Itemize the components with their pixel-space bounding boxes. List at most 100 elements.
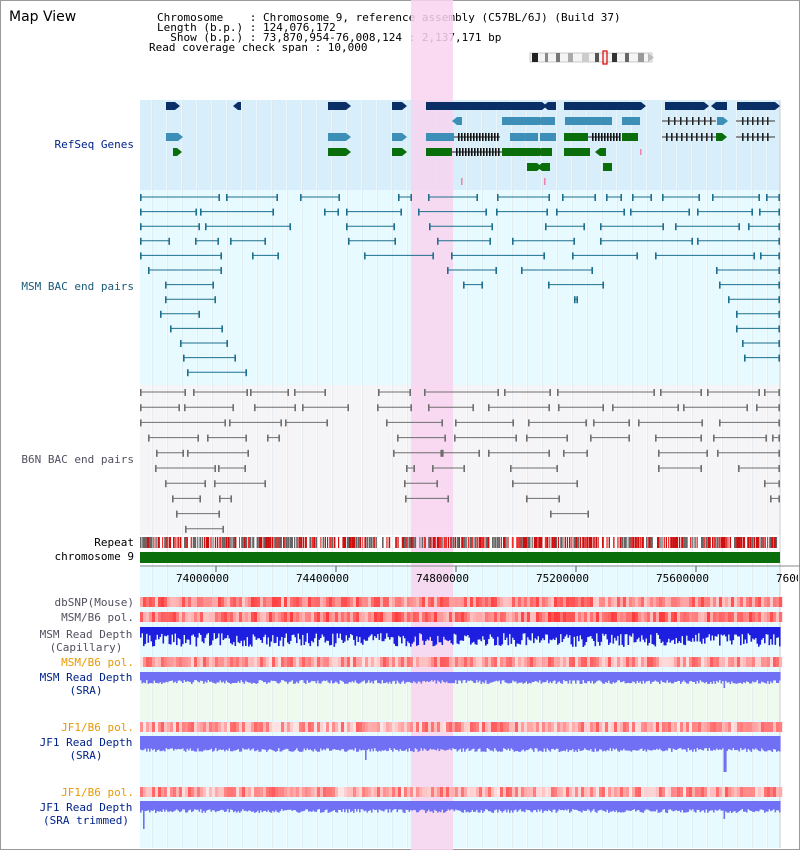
heat-cell — [449, 787, 453, 797]
heat-cell — [338, 787, 342, 797]
msm-read-depth-sra[interactable] — [140, 672, 781, 688]
depth-bar — [773, 736, 775, 749]
repeat-element — [221, 537, 224, 548]
heat-cell — [653, 722, 657, 732]
heat-cell — [440, 722, 444, 732]
jf1-b6-pol-label-1[interactable]: JF1/B6 pol. — [61, 721, 134, 734]
msm-b6-pol-heatmap-2[interactable] — [140, 657, 783, 667]
dbsnp-label[interactable]: dbSNP(Mouse) — [54, 596, 134, 609]
depth-bar — [636, 736, 639, 751]
b6n-bac-end-pairs[interactable] — [140, 389, 780, 533]
jf1-b6-pol-label-2[interactable]: JF1/B6 pol. — [61, 786, 134, 799]
msm-depth-sra-label-1[interactable]: MSM Read Depth — [39, 671, 133, 684]
repeat-element — [492, 537, 494, 548]
depth-bar — [251, 736, 253, 750]
heat-cell — [614, 612, 618, 622]
depth-bar — [536, 801, 538, 813]
gene-exon — [711, 133, 713, 141]
depth-bar — [527, 736, 529, 751]
depth-bar — [744, 801, 747, 812]
jf1-depth-sra-label-1[interactable]: JF1 Read Depth — [39, 736, 133, 749]
heat-cell — [413, 612, 417, 622]
jf1-depth-sra-label-2[interactable]: (SRA) — [69, 749, 103, 762]
depth-bar — [437, 736, 439, 749]
depth-bar — [404, 672, 406, 684]
depth-bar — [695, 672, 697, 684]
repeat-element — [586, 537, 589, 548]
depth-bar — [495, 736, 498, 751]
gene-exon — [470, 133, 472, 141]
depth-bar — [239, 801, 241, 813]
depth-bar — [192, 627, 195, 635]
gene-exon — [392, 133, 402, 141]
bac-end-mark — [204, 480, 206, 488]
heat-cell — [185, 787, 189, 797]
msm-depth-sra-label-2[interactable]: (SRA) — [69, 684, 103, 697]
chromosome-ideogram[interactable] — [529, 50, 654, 65]
depth-bar — [372, 672, 375, 684]
chromosome-label[interactable]: chromosome 9 — [54, 550, 134, 563]
depth-bar — [644, 801, 646, 811]
bac-end-mark — [586, 449, 588, 457]
depth-bar — [156, 627, 159, 635]
depth-bar — [530, 627, 532, 641]
msm-bac-end-pairs[interactable] — [140, 194, 780, 377]
heat-cell — [359, 722, 363, 732]
depth-bar — [264, 627, 267, 635]
gene-exon — [525, 133, 538, 141]
depth-bar — [141, 736, 144, 751]
msm-read-depth-capillary[interactable] — [140, 627, 781, 647]
depth-bar — [777, 627, 780, 638]
heat-cell — [194, 787, 198, 797]
msm-depth-capillary-label-2[interactable]: (Capillary) — [49, 641, 123, 654]
msm-b6-pol-label-2[interactable]: MSM/B6 pol. — [61, 656, 134, 669]
msm-b6-pol-label-1[interactable]: MSM/B6 pol. — [61, 611, 134, 624]
depth-bar — [516, 627, 519, 644]
heat-cell — [587, 597, 591, 607]
depth-bar — [509, 736, 511, 751]
depth-bar — [591, 627, 594, 639]
depth-bar — [182, 736, 184, 749]
bac-end-mark — [193, 389, 195, 396]
bac-end-mark — [250, 389, 252, 396]
jf1-depth-trim-label-1[interactable]: JF1 Read Depth — [39, 801, 133, 814]
depth-bar — [281, 627, 283, 637]
depth-bar — [428, 801, 430, 810]
refseq-genes-label[interactable]: RefSeq Genes — [54, 138, 134, 151]
heat-cell — [665, 722, 669, 732]
heat-cell — [338, 657, 342, 667]
refseq-genes[interactable] — [166, 102, 780, 185]
repeat-label[interactable]: Repeat — [94, 536, 134, 549]
heat-cell — [356, 657, 360, 667]
repeat-track[interactable] — [140, 537, 778, 548]
depth-bar — [461, 672, 463, 684]
msm-b6-pol-heatmap-1[interactable] — [140, 612, 783, 622]
msm-bac-label[interactable]: MSM BAC end pairs — [21, 280, 134, 293]
msm-depth-capillary-label-1[interactable]: MSM Read Depth — [39, 628, 133, 641]
jf1-read-depth-sra-trimmed[interactable] — [140, 801, 781, 829]
heat-cell — [704, 612, 708, 622]
depth-bar — [692, 736, 694, 752]
heat-cell — [368, 597, 372, 607]
depth-bar — [332, 627, 334, 634]
b6n-bac-label[interactable]: B6N BAC end pairs — [21, 453, 134, 466]
repeat-element — [597, 537, 599, 548]
jf1-depth-trim-label-2[interactable]: (SRA trimmed) — [42, 814, 130, 827]
heat-cell — [563, 787, 567, 797]
dbsnp-heatmap[interactable] — [140, 597, 783, 607]
depth-bar — [395, 627, 397, 646]
jf1-b6-pol-heatmap-1[interactable] — [140, 722, 783, 732]
depth-bar — [503, 672, 505, 681]
depth-bar — [726, 736, 729, 751]
jf1-b6-pol-heatmap-2[interactable] — [140, 787, 783, 797]
depth-bar — [333, 801, 336, 810]
selected-region-highlight[interactable] — [411, 0, 453, 850]
depth-bar — [705, 801, 708, 810]
depth-bar — [263, 736, 265, 750]
chromosome-bar[interactable] — [140, 552, 780, 563]
heat-cell — [503, 787, 507, 797]
jf1-read-depth-sra[interactable] — [140, 736, 781, 772]
heat-cell — [278, 722, 282, 732]
heat-cell — [713, 597, 717, 607]
